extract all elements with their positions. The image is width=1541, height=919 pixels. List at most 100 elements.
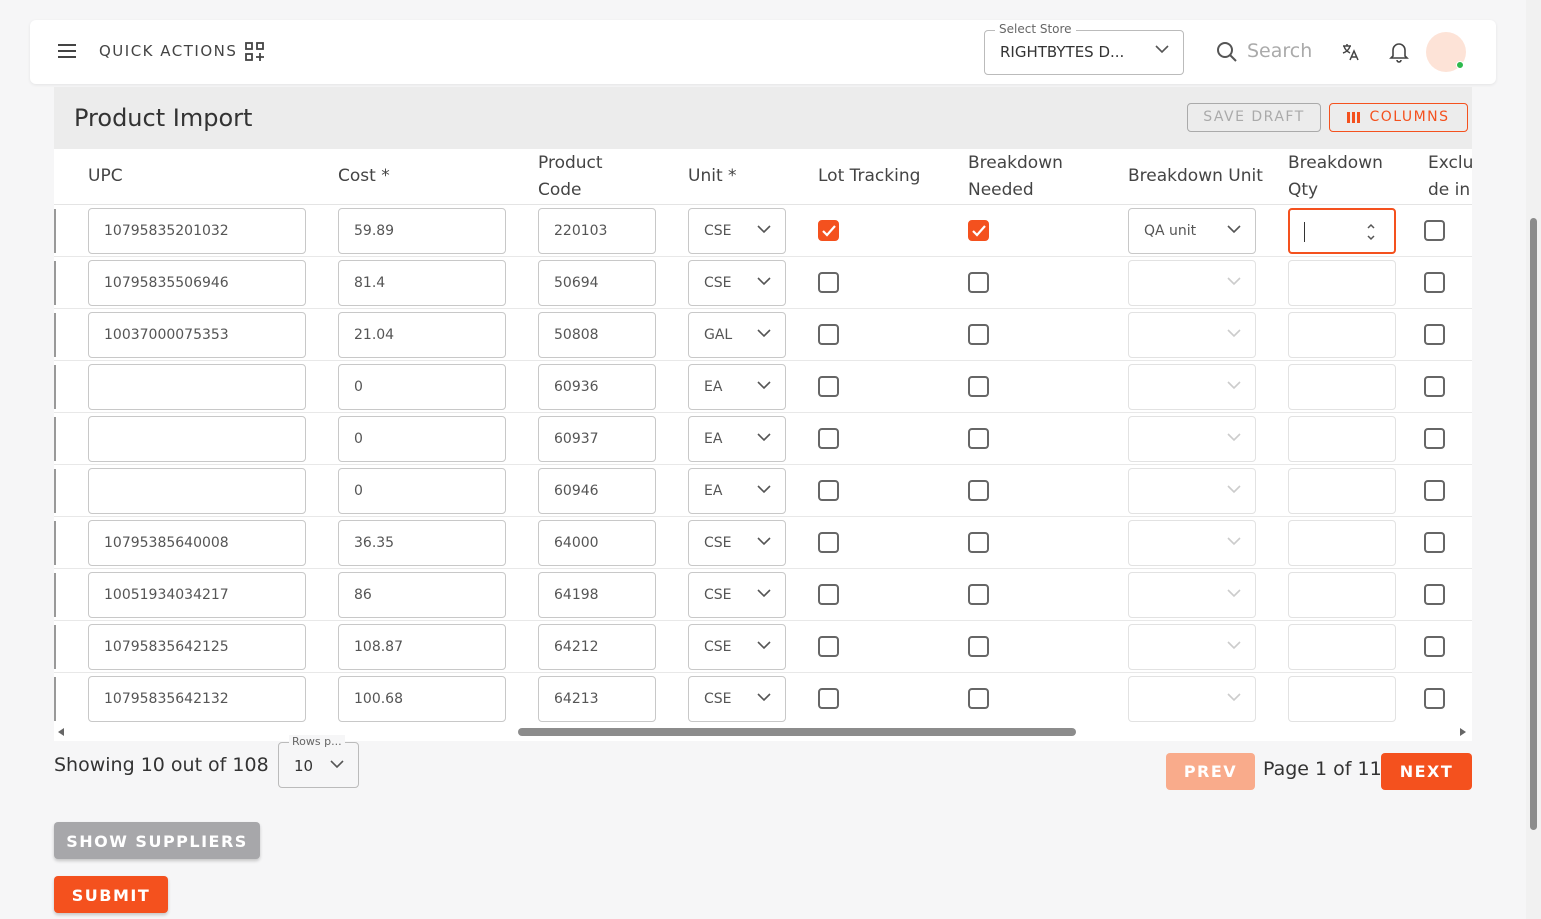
upc-input[interactable]: 10795385640008 [88,520,306,566]
exclude-checkbox[interactable] [1424,428,1445,449]
checkbox[interactable] [968,532,989,553]
product-code-input[interactable]: 60936 [538,364,656,410]
breakdown-qty-input[interactable] [1288,676,1396,722]
notification-icon[interactable] [1389,41,1409,63]
checkbox[interactable] [818,636,839,657]
breakdown-unit-select[interactable] [1128,624,1256,670]
breakdown-unit-select[interactable] [1128,416,1256,462]
checkbox[interactable] [968,272,989,293]
upc-input[interactable]: 10037000075353 [88,312,306,358]
spinner[interactable] [1366,222,1376,242]
unit-select[interactable]: CSE [688,520,786,566]
exclude-checkbox[interactable] [1424,324,1445,345]
submit-button[interactable]: SUBMIT [54,876,168,913]
cost-input[interactable]: 0 [338,364,506,410]
product-code-input[interactable]: 60937 [538,416,656,462]
unit-select[interactable]: EA [688,364,786,410]
exclude-checkbox[interactable] [1424,688,1445,709]
breakdown-unit-select[interactable] [1128,572,1256,618]
cost-input[interactable]: 86 [338,572,506,618]
checkbox[interactable] [818,376,839,397]
apps-icon[interactable] [245,42,265,62]
product-code-input[interactable]: 64000 [538,520,656,566]
columns-button[interactable]: COLUMNS [1329,103,1468,132]
scrollbar-thumb[interactable] [1530,218,1537,830]
translate-icon[interactable] [1341,43,1359,61]
h-scrollbar-thumb[interactable] [518,728,1076,736]
exclude-checkbox[interactable] [1424,584,1445,605]
upc-input[interactable] [88,416,306,462]
upc-input[interactable] [88,364,306,410]
search-input[interactable]: Search [1247,40,1313,62]
cost-input[interactable]: 81.4 [338,260,506,306]
upc-input[interactable]: 10795835642125 [88,624,306,670]
unit-select[interactable]: CSE [688,572,786,618]
checkbox[interactable] [818,220,839,241]
scroll-right[interactable] [1460,728,1466,736]
product-code-input[interactable]: 64213 [538,676,656,722]
exclude-checkbox[interactable] [1424,272,1445,293]
checkbox[interactable] [968,220,989,241]
checkbox[interactable] [818,688,839,709]
cost-input[interactable]: 36.35 [338,520,506,566]
scroll-left[interactable] [58,728,64,736]
breakdown-qty-input[interactable] [1288,260,1396,306]
unit-select[interactable]: CSE [688,676,786,722]
show-suppliers-button[interactable]: SHOW SUPPLIERS [54,822,260,859]
checkbox[interactable] [818,532,839,553]
checkbox[interactable] [818,584,839,605]
exclude-checkbox[interactable] [1424,480,1445,501]
checkbox[interactable] [968,480,989,501]
upc-input[interactable]: 10795835201032 [88,208,306,254]
prev-button[interactable]: PREV [1166,753,1255,790]
upc-input[interactable]: 10795835506946 [88,260,306,306]
breakdown-qty-input[interactable] [1288,208,1396,254]
rows-per-page[interactable]: Rows p... 10 [278,735,359,788]
unit-select[interactable]: CSE [688,624,786,670]
product-code-input[interactable]: 64212 [538,624,656,670]
product-code-input[interactable]: 50808 [538,312,656,358]
checkbox[interactable] [968,584,989,605]
exclude-checkbox[interactable] [1424,220,1445,241]
next-button[interactable]: NEXT [1381,753,1472,790]
breakdown-qty-input[interactable] [1288,520,1396,566]
exclude-checkbox[interactable] [1424,532,1445,553]
unit-select[interactable]: CSE [688,260,786,306]
checkbox[interactable] [818,324,839,345]
breakdown-unit-select[interactable]: QA unit [1128,208,1256,254]
breakdown-qty-input[interactable] [1288,468,1396,514]
breakdown-unit-select[interactable] [1128,260,1256,306]
cost-input[interactable]: 100.68 [338,676,506,722]
breakdown-unit-select[interactable] [1128,312,1256,358]
upc-input[interactable]: 10795835642132 [88,676,306,722]
checkbox[interactable] [968,636,989,657]
breakdown-qty-input[interactable] [1288,416,1396,462]
product-code-input[interactable]: 60946 [538,468,656,514]
exclude-checkbox[interactable] [1424,376,1445,397]
breakdown-unit-select[interactable] [1128,468,1256,514]
unit-select[interactable]: EA [688,468,786,514]
cost-input[interactable]: 0 [338,468,506,514]
breakdown-qty-input[interactable] [1288,572,1396,618]
checkbox[interactable] [818,480,839,501]
search-icon[interactable] [1216,41,1238,63]
product-code-input[interactable]: 64198 [538,572,656,618]
breakdown-unit-select[interactable] [1128,364,1256,410]
cost-input[interactable]: 21.04 [338,312,506,358]
checkbox[interactable] [818,272,839,293]
cost-input[interactable]: 59.89 [338,208,506,254]
checkbox[interactable] [968,376,989,397]
checkbox[interactable] [968,428,989,449]
breakdown-qty-input[interactable] [1288,312,1396,358]
checkbox[interactable] [968,324,989,345]
upc-input[interactable]: 10051934034217 [88,572,306,618]
breakdown-unit-select[interactable] [1128,676,1256,722]
unit-select[interactable]: EA [688,416,786,462]
unit-select[interactable]: CSE [688,208,786,254]
menu-icon[interactable] [58,43,76,59]
upc-input[interactable] [88,468,306,514]
quick-actions[interactable]: QUICK ACTIONS [99,42,238,60]
breakdown-qty-input[interactable] [1288,364,1396,410]
cost-input[interactable]: 108.87 [338,624,506,670]
cost-input[interactable]: 0 [338,416,506,462]
